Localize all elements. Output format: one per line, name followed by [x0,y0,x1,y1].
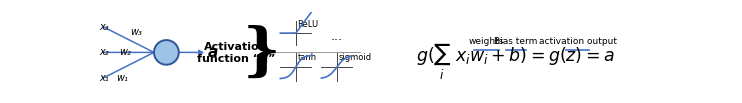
Circle shape [154,40,179,65]
Text: Bias term: Bias term [494,37,538,46]
Text: Activation: Activation [204,42,268,52]
Text: w₂: w₂ [119,47,131,57]
Text: $g(\sum_i\ x_i w_i + b) = g(z) = a$: $g(\sum_i\ x_i w_i + b) = g(z) = a$ [416,42,614,82]
Text: }: } [243,24,280,80]
Text: function “g”: function “g” [197,54,275,64]
Text: sigmoid: sigmoid [338,53,372,62]
Text: tanh: tanh [298,53,317,62]
Text: w₃: w₃ [130,27,142,37]
Text: weights: weights [469,37,504,46]
Text: activation output: activation output [539,37,617,46]
Text: w₁: w₁ [116,73,128,83]
Text: x₃: x₃ [99,22,108,32]
Text: ...: ... [331,30,343,43]
Text: x₂: x₂ [99,47,108,57]
Text: x₁: x₁ [99,73,108,83]
Text: ReLU: ReLU [298,20,318,29]
Text: a: a [208,45,217,60]
